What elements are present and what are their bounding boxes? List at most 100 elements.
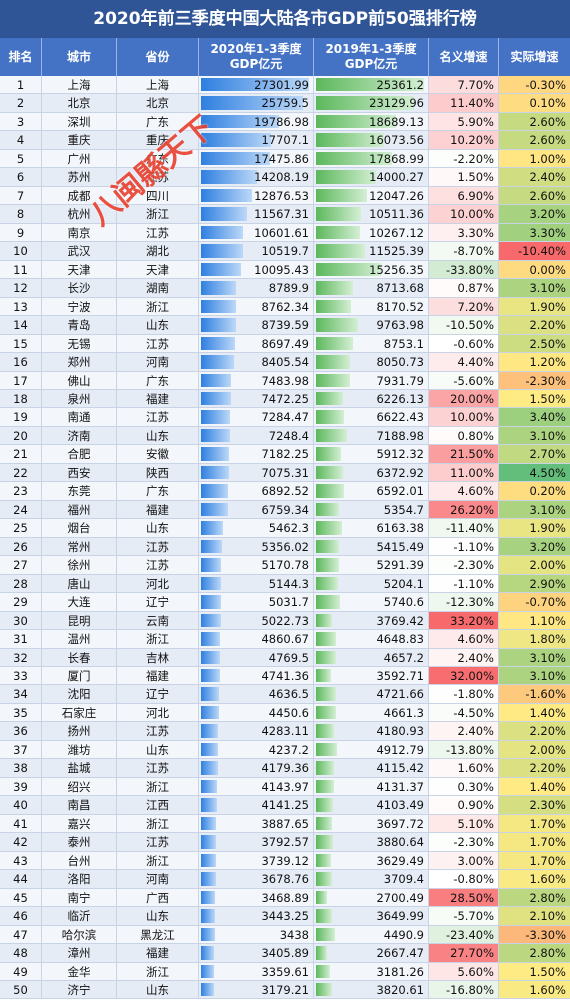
cell-nominal-growth: -33.80% — [429, 260, 499, 279]
gdp2020-value: 6759.34 — [261, 502, 309, 517]
gdp2020-value: 3438 — [279, 927, 309, 942]
cell-real-growth: 3.40% — [499, 408, 570, 426]
cell-gdp2020: 4769.5 — [199, 648, 314, 666]
cell-gdp2019: 5740.6 — [314, 593, 429, 611]
cell-nominal-growth: 0.80% — [429, 426, 499, 445]
cell-nominal-growth: 32.00% — [429, 667, 499, 685]
gdp2020-data-bar — [201, 909, 215, 923]
gdp2020-data-bar — [201, 539, 223, 554]
cell-nominal-growth: 7.20% — [429, 297, 499, 316]
cell-city: 郑州 — [42, 353, 117, 371]
cell-province: 浙江 — [117, 814, 199, 833]
header-gdp2020-line2: GDP亿元 — [229, 57, 283, 71]
cell-gdp2019: 8753.1 — [314, 334, 429, 353]
table-row: 20 济南 山东 7248.4 7188.98 0.80% 3.10% — [0, 426, 570, 446]
cell-real-growth: 4.50% — [499, 463, 570, 482]
cell-real-growth: 1.60% — [499, 870, 570, 888]
cell-rank: 7 — [0, 186, 42, 205]
gdp2020-data-bar — [201, 484, 229, 498]
table-row: 4 重庆 重庆 17707.1 16073.56 10.20% 2.60% — [0, 131, 570, 150]
gdp2019-value: 3629.49 — [376, 853, 424, 868]
cell-gdp2020: 3359.61 — [199, 962, 314, 980]
cell-rank: 4 — [0, 131, 42, 149]
cell-province: 广东 — [117, 371, 199, 389]
cell-city: 东莞 — [42, 482, 117, 500]
table-title: 2020年前三季度中国大陆各市GDP前50强排行榜 — [0, 0, 570, 38]
gdp2020-data-bar — [201, 816, 217, 831]
cell-gdp2020: 5022.73 — [199, 611, 314, 630]
gdp2019-value: 2667.47 — [376, 946, 424, 961]
cell-gdp2020: 4741.36 — [199, 667, 314, 685]
gdp2019-data-bar — [316, 96, 415, 110]
cell-real-growth: 2.80% — [499, 944, 570, 962]
cell-province: 江西 — [117, 796, 199, 814]
gdp2019-value: 8713.68 — [376, 281, 424, 296]
cell-gdp2020: 7284.47 — [199, 408, 314, 426]
cell-rank: 29 — [0, 593, 42, 611]
gdp2020-data-bar — [201, 650, 220, 664]
cell-rank: 39 — [0, 777, 42, 796]
gdp2019-data-bar — [316, 650, 336, 664]
cell-nominal-growth: 0.87% — [429, 279, 499, 297]
gdp2019-data-bar — [316, 502, 339, 517]
gdp2019-value: 15256.35 — [369, 262, 424, 277]
cell-gdp2019: 6592.01 — [314, 482, 429, 500]
gdp2020-value: 10601.61 — [254, 225, 309, 240]
gdp2020-data-bar — [201, 613, 221, 628]
gdp2020-data-bar — [201, 872, 216, 886]
gdp2020-data-bar — [201, 336, 236, 351]
cell-nominal-growth: 2.40% — [429, 722, 499, 740]
cell-province: 天津 — [117, 260, 199, 279]
cell-nominal-growth: -1.80% — [429, 685, 499, 703]
cell-gdp2020: 8405.54 — [199, 353, 314, 371]
cell-gdp2020: 3792.57 — [199, 833, 314, 851]
cell-province: 安徽 — [117, 445, 199, 463]
cell-nominal-growth: 1.60% — [429, 759, 499, 777]
table-header: 排名 城市 省份 2020年1-3季度 GDP亿元 2019年1-3季度 GDP… — [0, 38, 570, 76]
gdp2019-data-bar — [316, 207, 361, 221]
cell-nominal-growth: 1.50% — [429, 168, 499, 186]
cell-rank: 34 — [0, 685, 42, 703]
gdp2020-data-bar — [201, 244, 243, 258]
cell-rank: 15 — [0, 334, 42, 353]
table-row: 43 台州 浙江 3739.12 3629.49 3.00% 1.70% — [0, 851, 570, 871]
gdp2020-value: 3443.25 — [261, 909, 309, 924]
cell-rank: 28 — [0, 574, 42, 593]
gdp2020-value: 5144.3 — [268, 576, 309, 591]
gdp2020-data-bar — [201, 576, 222, 591]
cell-gdp2020: 5031.7 — [199, 593, 314, 611]
table-row: 7 成都 四川 12876.53 12047.26 6.90% 2.60% — [0, 186, 570, 206]
gdp2019-value: 4103.49 — [376, 798, 424, 813]
cell-gdp2019: 8170.52 — [314, 297, 429, 316]
cell-city: 漳州 — [42, 944, 117, 962]
cell-city: 济宁 — [42, 980, 117, 999]
gdp2020-data-bar — [201, 188, 252, 203]
table-row: 44 洛阳 河南 3678.76 3709.4 -0.80% 1.60% — [0, 870, 570, 889]
header-province: 省份 — [117, 38, 199, 76]
gdp2020-value: 3359.61 — [261, 964, 309, 979]
cell-city: 绍兴 — [42, 777, 117, 796]
gdp2019-data-bar — [316, 927, 336, 942]
cell-gdp2020: 4179.36 — [199, 759, 314, 777]
cell-gdp2019: 9763.98 — [314, 316, 429, 334]
gdp2019-value: 14000.27 — [369, 170, 424, 185]
gdp2019-value: 3649.99 — [376, 909, 424, 924]
gdp2019-value: 3181.26 — [376, 964, 424, 979]
cell-province: 河南 — [117, 353, 199, 371]
gdp2019-data-bar — [316, 391, 343, 406]
cell-province: 江苏 — [117, 168, 199, 186]
cell-real-growth: -0.70% — [499, 593, 570, 611]
cell-gdp2019: 3880.64 — [314, 833, 429, 851]
table-row: 50 济宁 山东 3179.21 3820.61 -16.80% 1.60% — [0, 980, 570, 1000]
cell-gdp2019: 5291.39 — [314, 556, 429, 574]
gdp2019-data-bar — [316, 835, 333, 849]
gdp2020-data-bar — [201, 207, 247, 221]
gdp2019-data-bar — [316, 761, 334, 775]
cell-city: 北京 — [42, 94, 117, 112]
cell-rank: 36 — [0, 722, 42, 740]
cell-real-growth: 2.60% — [499, 131, 570, 149]
gdp2019-value: 5912.32 — [376, 447, 424, 462]
gdp2019-data-bar — [316, 595, 341, 609]
gdp2020-value: 17707.1 — [261, 133, 309, 148]
cell-province: 山东 — [117, 980, 199, 999]
